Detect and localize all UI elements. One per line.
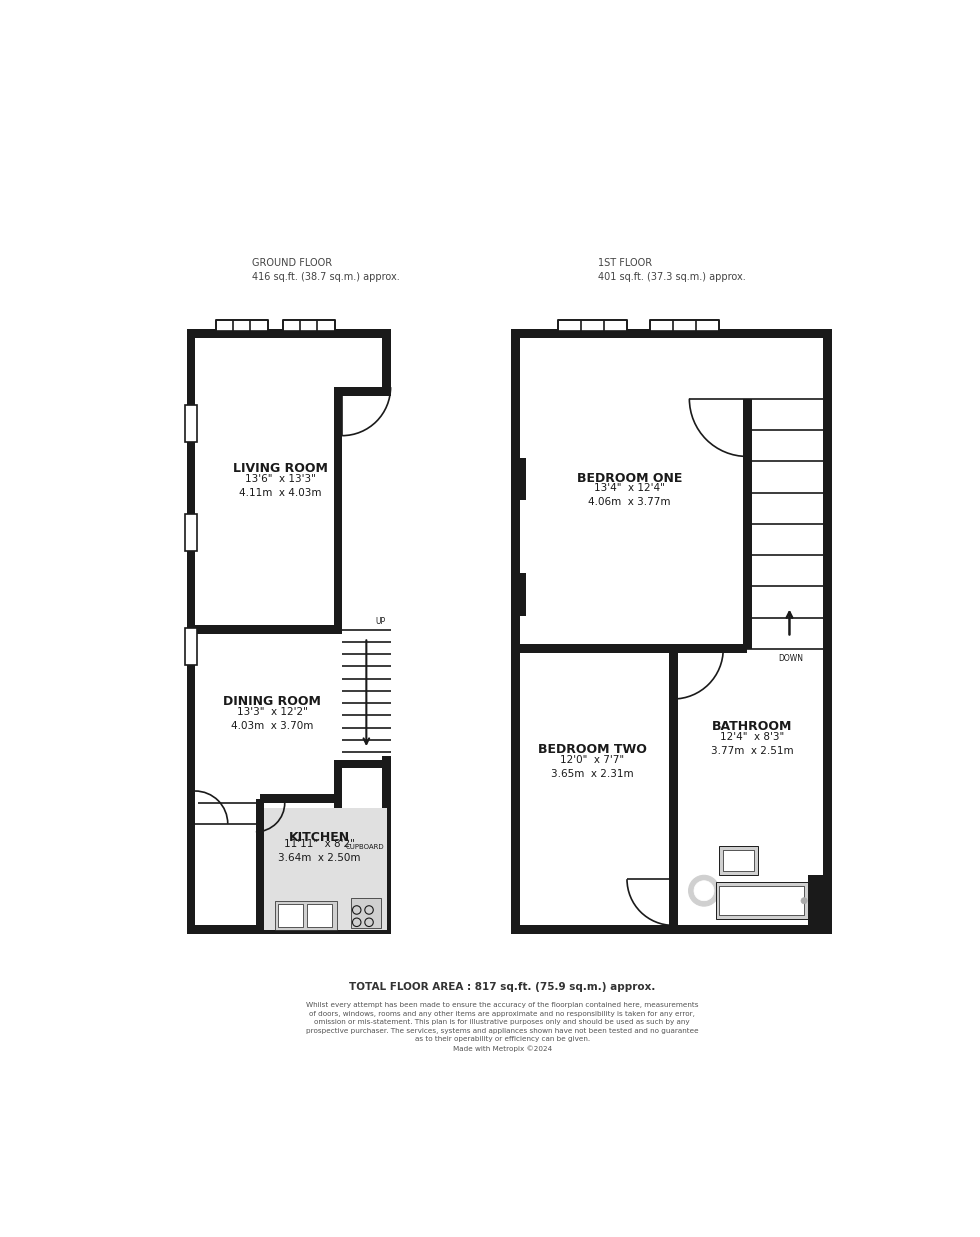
Bar: [382, 756, 391, 934]
Bar: [512, 574, 526, 616]
Bar: [351, 898, 380, 928]
Text: DOWN: DOWN: [778, 653, 804, 663]
Bar: [512, 329, 520, 934]
Bar: [719, 846, 758, 876]
Text: KITCHEN: KITCHEN: [288, 831, 350, 845]
Bar: [723, 850, 754, 872]
Bar: [186, 925, 391, 934]
Bar: [333, 387, 342, 630]
Bar: [278, 904, 303, 927]
Text: 12'4"  x 8'3"
3.77m  x 2.51m: 12'4" x 8'3" 3.77m x 2.51m: [711, 731, 794, 756]
Bar: [669, 649, 678, 925]
Bar: [512, 329, 832, 338]
Bar: [333, 760, 391, 768]
Bar: [520, 644, 747, 653]
Text: 11'11"  x 8'2"
3.64m  x 2.50m: 11'11" x 8'2" 3.64m x 2.50m: [277, 839, 361, 863]
Bar: [308, 904, 332, 927]
Text: BATHROOM: BATHROOM: [712, 720, 793, 734]
Bar: [558, 320, 627, 332]
Bar: [264, 808, 387, 930]
Text: LIVING ROOM: LIVING ROOM: [232, 463, 327, 475]
Bar: [743, 398, 752, 649]
Text: 12'0"  x 7'7"
3.65m  x 2.31m: 12'0" x 7'7" 3.65m x 2.31m: [551, 755, 634, 779]
Text: 13'4"  x 12'4"
4.06m  x 3.77m: 13'4" x 12'4" 4.06m x 3.77m: [588, 484, 670, 507]
Text: Whilst every attempt has been made to ensure the accuracy of the floorplan conta: Whilst every attempt has been made to en…: [306, 1002, 699, 1051]
Bar: [260, 794, 342, 803]
Bar: [342, 387, 391, 396]
Bar: [382, 764, 391, 862]
Text: BEDROOM TWO: BEDROOM TWO: [538, 743, 647, 756]
Bar: [512, 458, 526, 500]
Text: UP: UP: [375, 617, 385, 626]
Bar: [195, 625, 342, 633]
Bar: [382, 329, 391, 387]
Bar: [185, 515, 197, 552]
Bar: [650, 320, 719, 332]
Bar: [186, 329, 195, 934]
Bar: [512, 925, 832, 934]
Bar: [719, 886, 804, 915]
Text: GROUND FLOOR
416 sq.ft. (38.7 sq.m.) approx.: GROUND FLOOR 416 sq.ft. (38.7 sq.m.) app…: [252, 257, 400, 282]
Text: 1ST FLOOR
401 sq.ft. (37.3 sq.m.) approx.: 1ST FLOOR 401 sq.ft. (37.3 sq.m.) approx…: [598, 257, 746, 282]
Text: 13'3"  x 12'2"
4.03m  x 3.70m: 13'3" x 12'2" 4.03m x 3.70m: [231, 706, 314, 731]
Circle shape: [801, 898, 808, 904]
Bar: [823, 329, 832, 934]
Circle shape: [689, 876, 719, 907]
Text: BEDROOM ONE: BEDROOM ONE: [576, 471, 682, 485]
Text: 13'6"  x 13'3"
4.11m  x 4.03m: 13'6" x 13'3" 4.11m x 4.03m: [239, 474, 321, 497]
Bar: [186, 329, 391, 338]
Text: DINING ROOM: DINING ROOM: [223, 695, 321, 709]
Text: CUPBOARD: CUPBOARD: [346, 844, 384, 850]
Bar: [216, 320, 269, 332]
Bar: [808, 876, 823, 925]
Text: TOTAL FLOOR AREA : 817 sq.ft. (75.9 sq.m.) approx.: TOTAL FLOOR AREA : 817 sq.ft. (75.9 sq.m…: [349, 982, 656, 992]
Bar: [333, 764, 342, 862]
Bar: [715, 882, 808, 919]
Bar: [256, 799, 265, 934]
Bar: [185, 628, 197, 666]
Bar: [283, 320, 335, 332]
Bar: [275, 901, 337, 930]
Bar: [185, 404, 197, 442]
Circle shape: [694, 881, 714, 901]
Bar: [333, 857, 391, 866]
